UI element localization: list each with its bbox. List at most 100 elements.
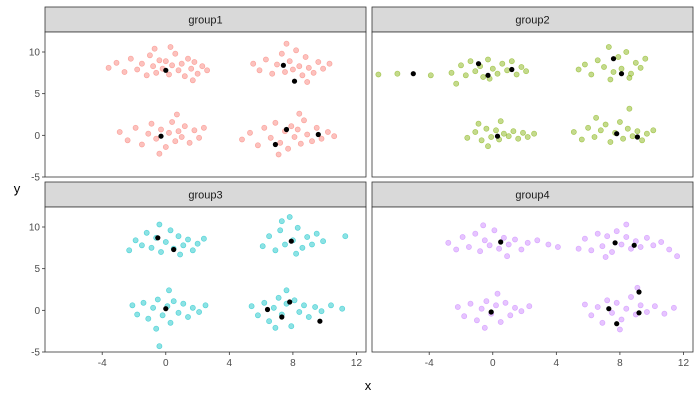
data-point xyxy=(167,227,174,234)
data-point xyxy=(499,60,506,67)
data-point xyxy=(175,67,182,74)
data-point xyxy=(247,129,253,136)
data-point xyxy=(512,304,518,311)
data-point xyxy=(158,249,164,255)
data-point xyxy=(375,71,382,78)
center-point xyxy=(279,314,285,320)
data-point xyxy=(124,137,131,144)
center-point xyxy=(272,141,278,148)
center-point xyxy=(264,306,271,313)
data-point xyxy=(154,296,161,303)
data-point xyxy=(575,245,582,252)
center-point xyxy=(287,299,293,305)
data-point xyxy=(129,302,136,309)
data-point xyxy=(175,309,182,316)
data-point xyxy=(578,136,585,143)
data-point xyxy=(318,308,325,315)
data-point xyxy=(309,138,315,145)
data-point xyxy=(138,141,145,148)
data-point xyxy=(497,319,504,325)
data-point xyxy=(320,238,326,245)
data-point xyxy=(143,72,150,79)
panel-background xyxy=(372,207,693,352)
data-point xyxy=(467,300,474,307)
data-point xyxy=(524,239,531,246)
data-point xyxy=(150,63,156,70)
x-tick-label: 12 xyxy=(678,358,690,369)
data-point xyxy=(304,131,311,138)
data-point xyxy=(515,135,522,142)
data-point xyxy=(175,233,182,240)
center-points-group1 xyxy=(158,62,321,148)
center-point xyxy=(634,134,641,140)
data-point xyxy=(200,124,207,131)
data-point xyxy=(637,64,644,71)
data-point xyxy=(105,64,112,71)
data-point xyxy=(248,303,255,310)
data-point xyxy=(178,134,185,140)
data-point xyxy=(500,234,507,241)
data-point xyxy=(394,70,401,77)
data-point xyxy=(496,245,502,252)
data-point xyxy=(594,230,601,237)
data-point xyxy=(283,287,290,294)
data-point xyxy=(582,301,588,308)
panel-background xyxy=(45,207,366,352)
data-point xyxy=(674,253,680,260)
data-point xyxy=(505,133,512,140)
data-point xyxy=(591,134,598,140)
data-point xyxy=(202,302,209,309)
data-point xyxy=(634,128,641,135)
center-points-group4 xyxy=(488,239,642,327)
center-point xyxy=(163,306,169,312)
data-point xyxy=(127,55,134,62)
data-point xyxy=(199,63,206,70)
data-point xyxy=(286,58,293,65)
center-point xyxy=(606,306,612,312)
data-point xyxy=(666,246,673,253)
data-point xyxy=(167,44,174,50)
data-point xyxy=(254,312,261,319)
center-point xyxy=(288,238,294,244)
center-point xyxy=(488,309,494,315)
data-point xyxy=(480,74,487,80)
scatter-points-group1 xyxy=(105,40,338,158)
data-point xyxy=(194,240,201,247)
data-point xyxy=(661,310,668,317)
data-point xyxy=(632,59,639,66)
center-point xyxy=(485,72,491,78)
data-point xyxy=(181,73,188,80)
x-tick-label: 0 xyxy=(163,358,169,369)
data-point xyxy=(526,303,533,310)
axes: -5 0 5 10 -5 0 5 10 -4 0 4 8 12 -4 0 4 8 12 xyxy=(29,48,690,370)
data-point xyxy=(296,63,303,70)
center-point xyxy=(636,289,642,295)
data-point xyxy=(445,239,452,246)
facet-strip-label: group1 xyxy=(188,15,222,27)
data-point xyxy=(639,137,645,144)
facet-strip xyxy=(44,181,367,208)
data-point xyxy=(272,247,279,254)
data-point xyxy=(156,150,163,157)
data-point xyxy=(477,248,483,255)
data-point xyxy=(650,127,657,134)
data-point xyxy=(185,55,191,62)
data-point xyxy=(555,244,561,250)
data-point xyxy=(427,72,434,79)
data-point xyxy=(518,308,525,315)
data-point xyxy=(602,121,609,128)
data-point xyxy=(650,242,657,249)
data-point xyxy=(620,135,626,142)
data-point xyxy=(309,241,315,248)
data-point xyxy=(494,290,501,297)
data-point xyxy=(342,233,349,240)
data-point xyxy=(278,50,285,57)
center-point xyxy=(475,61,482,67)
center-point xyxy=(614,321,620,327)
data-point xyxy=(134,66,141,73)
data-point xyxy=(288,323,295,330)
facet-strip-label: group2 xyxy=(515,15,549,27)
data-point xyxy=(339,305,346,312)
data-point xyxy=(145,315,152,322)
x-tick-label: -4 xyxy=(425,358,434,369)
